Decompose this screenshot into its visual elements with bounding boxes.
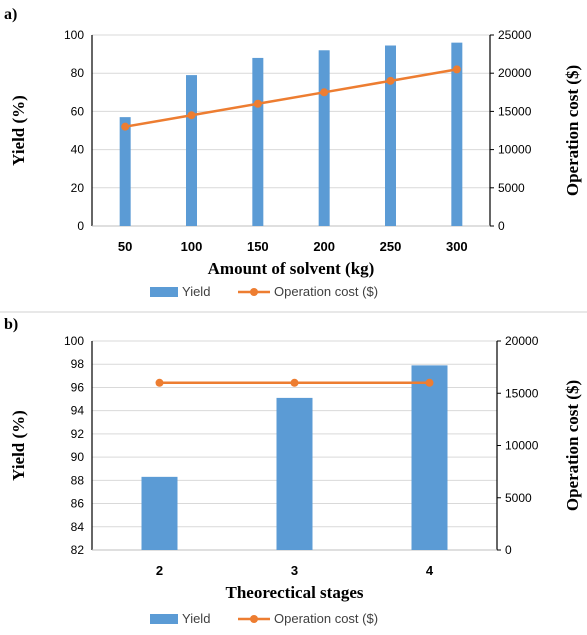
x-tick-label: 50 <box>118 239 132 254</box>
chart-panel-a: a) 0 20 40 60 80 100 0 5000 10000 15000 20000 25000 5… <box>4 6 582 299</box>
x-tick-label: 200 <box>313 239 335 254</box>
operation-cost-marker <box>121 122 130 131</box>
y-axis-title: Yield (%) <box>9 410 28 481</box>
legend-cost-marker <box>250 615 258 623</box>
x-tick-label: 3 <box>291 563 298 578</box>
y-tick-label: 80 <box>71 66 85 80</box>
y2-axis-title: Operation cost ($) <box>563 380 582 511</box>
legend-cost-marker <box>250 288 258 296</box>
yield-bar <box>411 365 448 550</box>
y2-tick-label: 15000 <box>505 386 539 400</box>
y-tick-label: 98 <box>71 357 85 371</box>
legend-yield-swatch <box>150 287 178 297</box>
y2-tick-label: 5000 <box>505 491 532 505</box>
y2-tick-label: 10000 <box>505 439 539 453</box>
x-tick-label: 2 <box>156 563 163 578</box>
yield-bar <box>119 117 131 226</box>
y-tick-label: 60 <box>71 104 85 118</box>
y-tick-label: 84 <box>71 520 85 534</box>
y-tick-label: 86 <box>71 497 85 511</box>
legend: Yield Operation cost ($) <box>150 284 378 299</box>
yield-bar <box>385 45 396 226</box>
y-tick-label: 94 <box>71 404 85 418</box>
x-tick-label: 100 <box>181 239 203 254</box>
yield-bar <box>141 476 178 550</box>
y-tick-label: 92 <box>71 427 85 441</box>
operation-cost-marker <box>452 65 461 74</box>
y-tick-label: 90 <box>71 450 85 464</box>
legend-yield-label: Yield <box>182 284 210 299</box>
operation-cost-marker <box>425 378 434 387</box>
x-tick-label: 4 <box>426 563 434 578</box>
yield-bar <box>451 42 463 226</box>
y-tick-label: 40 <box>71 143 85 157</box>
y2-tick-label: 25000 <box>498 28 532 42</box>
y-tick-label: 0 <box>77 219 84 233</box>
y2-tick-label: 10000 <box>498 143 532 157</box>
y-tick-label: 20 <box>71 181 85 195</box>
y-tick-label: 100 <box>64 28 84 42</box>
y2-tick-label: 5000 <box>498 181 525 195</box>
y-tick-label: 88 <box>71 473 85 487</box>
panel-label: b) <box>4 316 18 333</box>
legend-yield-label: Yield <box>182 611 210 626</box>
legend-yield-swatch <box>150 614 178 624</box>
y2-axis-title: Operation cost ($) <box>563 65 582 196</box>
y-tick-label: 96 <box>71 380 85 394</box>
y-tick-label: 82 <box>71 543 85 557</box>
x-tick-label: 250 <box>380 239 402 254</box>
y2-tick-label: 0 <box>498 219 505 233</box>
y2-tick-label: 20000 <box>505 334 539 348</box>
operation-cost-marker <box>187 111 196 120</box>
y2-tick-label: 20000 <box>498 66 532 80</box>
operation-cost-line <box>124 68 458 128</box>
operation-cost-marker <box>253 99 262 108</box>
legend-cost-label: Operation cost ($) <box>274 284 378 299</box>
y-axis-title: Yield (%) <box>9 95 28 166</box>
yield-bar <box>252 57 264 226</box>
x-tick-label: 300 <box>446 239 468 254</box>
yield-bar <box>186 75 197 226</box>
legend-cost-label: Operation cost ($) <box>274 611 378 626</box>
operation-cost-marker <box>386 76 395 85</box>
x-axis-title: Theorectical stages <box>225 583 363 602</box>
x-tick-label: 150 <box>247 239 269 254</box>
yield-bar <box>318 50 330 226</box>
operation-cost-marker <box>290 378 299 387</box>
panel-label: a) <box>4 6 17 23</box>
legend: Yield Operation cost ($) <box>150 611 378 626</box>
y2-tick-label: 0 <box>505 543 512 557</box>
yield-bar <box>276 397 313 550</box>
x-axis-title: Amount of solvent (kg) <box>208 259 375 278</box>
operation-cost-marker <box>155 378 164 387</box>
operation-cost-marker <box>320 88 329 97</box>
y-tick-label: 100 <box>64 334 84 348</box>
chart-panel-b: b) 82 84 86 88 90 92 94 96 98 100 0 5000 10000 15000 20… <box>4 316 582 626</box>
y2-tick-label: 15000 <box>498 104 532 118</box>
